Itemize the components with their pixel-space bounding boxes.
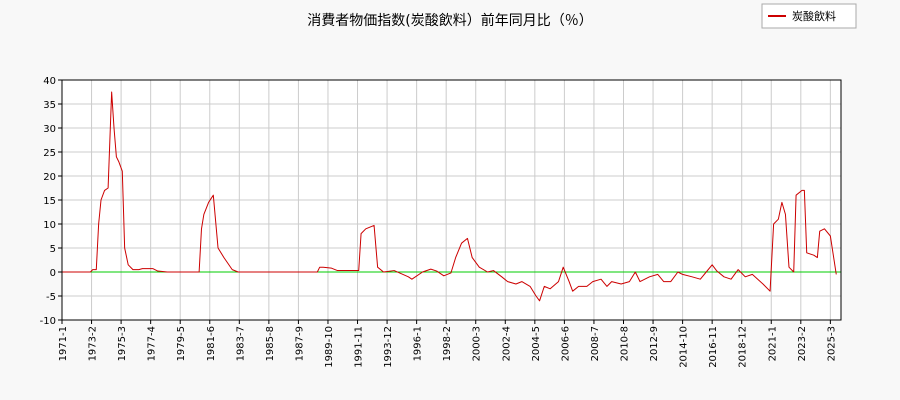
series-layer [62,91,841,302]
y-tick-label: 0 [50,268,56,279]
y-tick-label: 20 [43,172,56,183]
y-tick-label: -10 [40,316,56,327]
plot-frame [61,79,842,321]
x-tick-label: 1973-2 [88,326,99,361]
x-tick-label: 2016-11 [708,326,719,368]
x-tick-label: 2010-8 [619,326,630,361]
x-tick-label: 2008-7 [590,326,601,361]
x-tick-label: 1993-12 [383,326,394,368]
x-tick-label: 2012-9 [649,326,660,361]
x-tick-label: 2018-12 [738,326,749,368]
x-tick-label: 2004-5 [531,326,542,361]
x-tick-label: 2006-6 [560,326,571,361]
x-tick-label: 1996-1 [413,326,424,361]
x-axis: 1971-1 1973-2 1975-3 1977-4 1979-5 1981-6 1983… [58,320,837,368]
x-tick-label: 1979-5 [176,326,187,361]
x-tick-label: 1989-10 [324,326,335,368]
y-tick-label: -5 [46,292,56,303]
y-tick-label: 35 [43,100,56,111]
x-tick-label: 1985-8 [265,326,276,361]
chart-title: 消費者物価指数(炭酸飲料）前年同月比（％） [307,12,592,29]
x-tick-label: 2025-3 [826,326,837,361]
y-tick-label: 25 [43,148,56,159]
y-axis: -10 -5 0 5 10 15 20 25 30 35 40 [40,76,62,327]
x-tick-label: 2014-10 [679,326,690,368]
series-line [62,91,837,302]
legend-label: 炭酸飲料 [792,9,836,23]
y-tick-label: 10 [43,220,56,231]
x-tick-label: 2023-2 [797,326,808,361]
x-tick-label: 1971-1 [58,326,69,361]
x-tick-label: 1977-4 [147,326,158,361]
legend: 炭酸飲料 [761,3,857,29]
x-tick-label: 1987-9 [294,326,305,361]
x-tick-label: 1981-6 [206,326,217,361]
x-tick-label: 2000-3 [472,326,483,361]
y-tick-label: 30 [43,124,56,135]
y-tick-label: 40 [43,76,56,87]
x-tick-label: 2021-1 [767,326,778,361]
y-tick-label: 15 [43,196,56,207]
x-tick-label: 1983-7 [235,326,246,361]
x-tick-label: 1998-2 [442,326,453,361]
x-tick-label: 1991-11 [354,326,365,368]
x-tick-label: 1975-3 [117,326,128,361]
y-tick-label: 5 [50,244,56,255]
x-tick-label: 2002-4 [501,326,512,361]
